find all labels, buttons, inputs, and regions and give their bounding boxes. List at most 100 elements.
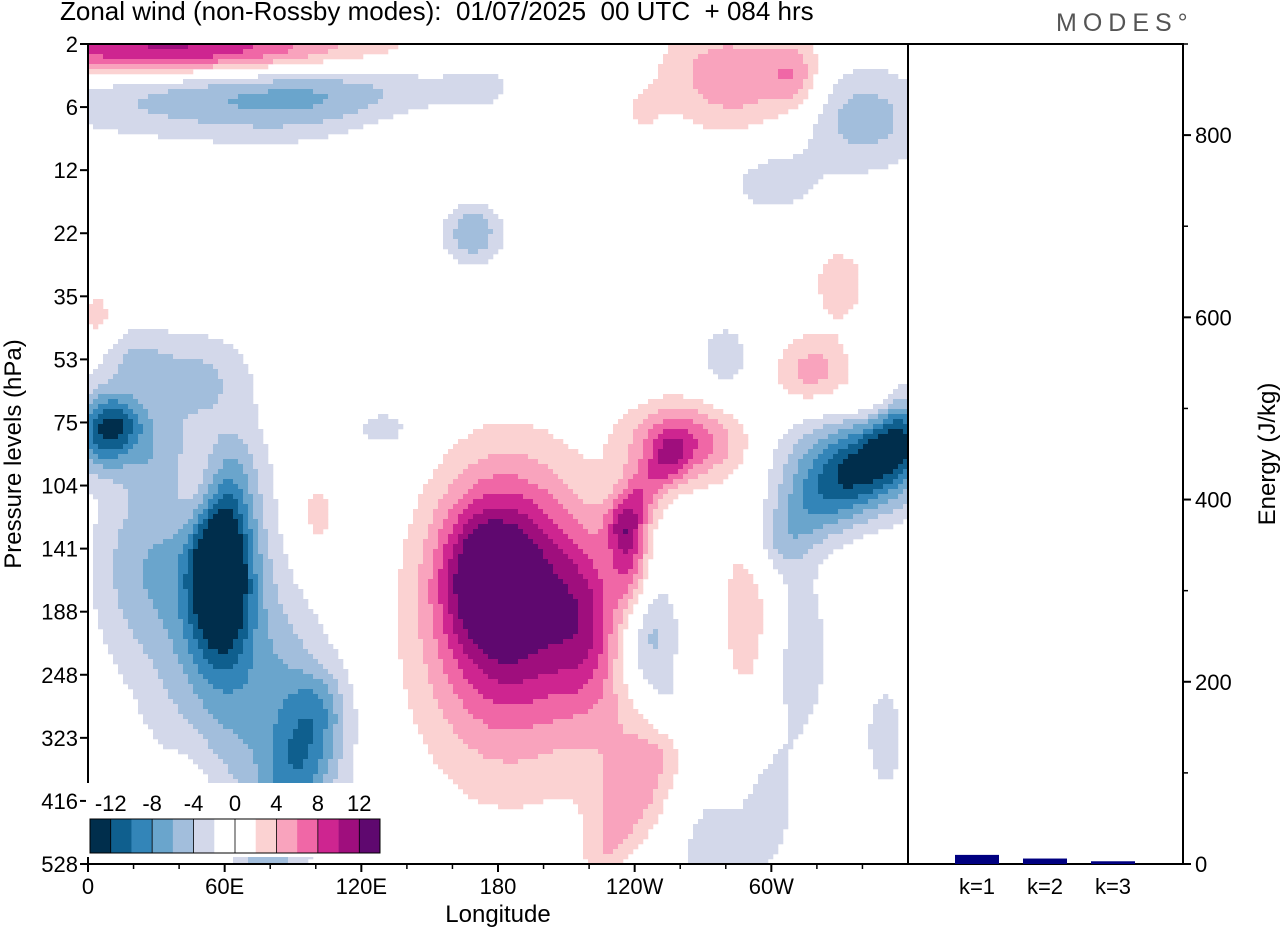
heatmap-cell: [408, 689, 434, 695]
heatmap-cell: [333, 674, 349, 680]
heatmap-cell: [628, 409, 659, 415]
heatmap-cell: [478, 689, 579, 695]
heatmap-cell: [638, 459, 649, 465]
heatmap-cell: [208, 644, 234, 650]
heatmap-cell: [628, 459, 639, 465]
heatmap-cell: [578, 519, 604, 525]
energy-tick-label: 200: [1195, 670, 1232, 695]
heatmap-cell: [328, 49, 389, 55]
heatmap-cell: [453, 444, 569, 450]
heatmap-cell: [713, 334, 739, 340]
heatmap-cell: [283, 609, 314, 615]
heatmap-cell: [783, 649, 824, 655]
heatmap-cell: [838, 79, 909, 85]
heatmap-cell: [603, 604, 619, 610]
heatmap-cell: [183, 624, 194, 630]
heatmap-cell: [838, 129, 894, 135]
heatmap-cell: [398, 609, 419, 615]
heatmap-cell: [433, 604, 444, 610]
heatmap-cell: [253, 534, 259, 540]
heatmap-cell: [788, 609, 819, 615]
colorbar-label: -8: [142, 791, 162, 816]
heatmap-cell: [123, 484, 179, 490]
heatmap-cell: [698, 444, 714, 450]
heatmap-cell: [608, 439, 634, 445]
heatmap-cell: [153, 604, 179, 610]
energy-tick-label: 400: [1195, 488, 1232, 513]
heatmap-cell: [823, 264, 859, 270]
heatmap-cell: [93, 549, 114, 555]
heatmap-cell: [768, 554, 784, 560]
heatmap-cell: [768, 479, 784, 485]
heatmap-cell: [463, 669, 484, 675]
heatmap-cell: [693, 454, 709, 460]
heatmap-cell: [93, 569, 114, 575]
heatmap-cell: [838, 469, 894, 475]
heatmap-cell: [438, 534, 449, 540]
heatmap-cell: [258, 469, 274, 475]
heatmap-cell: [438, 639, 449, 645]
heatmap-cell: [598, 569, 619, 575]
heatmap-cell: [653, 449, 659, 455]
heatmap-cell: [113, 84, 209, 90]
heatmap-cell: [88, 379, 109, 385]
heatmap-cell: [698, 89, 799, 95]
heatmap-cell: [593, 644, 604, 650]
heatmap-cell: [313, 734, 324, 740]
heatmap-cell: [188, 534, 194, 540]
heatmap-cell: [453, 649, 464, 655]
heatmap-cell: [648, 434, 659, 440]
heatmap-cell: [638, 119, 654, 125]
energy-frame: [907, 43, 1184, 865]
heatmap-cell: [523, 494, 554, 500]
colorbar-swatch: [172, 819, 194, 853]
heatmap-cell: [668, 44, 724, 50]
heatmap-cell: [258, 534, 269, 540]
heatmap-cell: [558, 474, 624, 480]
heatmap-cell: [633, 474, 649, 480]
heatmap-cell: [193, 564, 249, 570]
heatmap-cell: [273, 569, 294, 575]
heatmap-cell: [883, 419, 894, 425]
heatmap-cell: [323, 744, 334, 750]
heatmap-cell: [423, 549, 434, 555]
heatmap-cell: [328, 714, 339, 720]
heatmap-cell: [473, 484, 539, 490]
heatmap-cell: [658, 454, 684, 460]
heatmap-cell: [698, 474, 729, 480]
heatmap-cell: [193, 629, 204, 635]
heatmap-cell: [88, 469, 179, 475]
heatmap-cell: [523, 679, 589, 685]
heatmap-cell: [253, 464, 274, 470]
heatmap-cell: [213, 444, 249, 450]
heatmap-cell: [93, 389, 224, 395]
heatmap-cell: [593, 619, 604, 625]
heatmap-cell: [458, 539, 464, 545]
heatmap-cell: [478, 644, 549, 650]
heatmap-cell: [768, 549, 779, 555]
heatmap-cell: [438, 584, 449, 590]
heatmap-cell: [238, 734, 274, 740]
heatmap-cell: [638, 654, 674, 660]
heatmap-cell: [773, 539, 824, 545]
heatmap-cell: [238, 434, 264, 440]
heatmap-cell: [783, 654, 824, 660]
heatmap-cell: [183, 549, 189, 555]
heatmap-cell: [873, 754, 899, 760]
heatmap-cell: [128, 489, 179, 495]
heatmap-cell: [293, 629, 324, 635]
heatmap-cell: [728, 634, 759, 640]
heatmap-cell: [308, 744, 324, 750]
heatmap-cell: [243, 529, 254, 535]
heatmap-cell: [678, 484, 709, 490]
heatmap-cell: [453, 234, 489, 240]
heatmap-cell: [643, 614, 674, 620]
heatmap-cell: [178, 654, 194, 660]
heatmap-cell: [658, 459, 679, 465]
heatmap-cell: [298, 634, 329, 640]
heatmap-cell: [403, 684, 434, 690]
heatmap-cell: [273, 724, 299, 730]
heatmap-cell: [198, 624, 244, 630]
heatmap-cell: [128, 439, 139, 445]
heatmap-cell: [618, 699, 634, 705]
